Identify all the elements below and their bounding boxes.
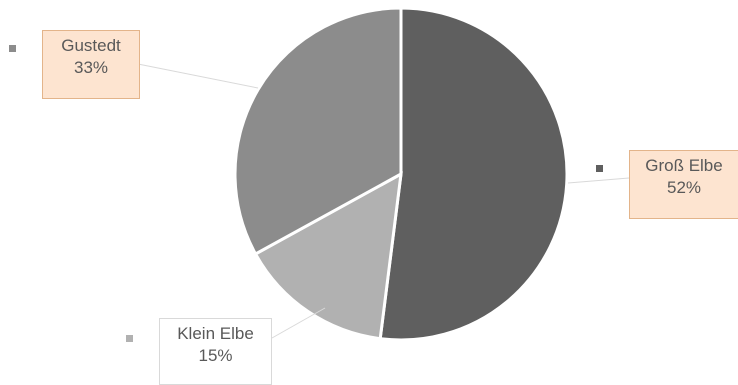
pie-slice-klein-elbe [253,171,403,341]
data-label-gross-elbe-value: 52% [666,178,702,197]
bullet-klein-elbe [126,335,133,342]
data-label-gustedt-value: 33% [73,58,109,77]
data-label-gustedt-name: Gustedt [61,36,121,55]
data-label-gustedt: Gustedt 33% [42,30,140,99]
data-label-gross-elbe-name: Groß Elbe [645,156,723,175]
bullet-gustedt [9,45,16,52]
pie-slice-gustedt [233,6,403,257]
data-label-klein-elbe-name: Klein Elbe [177,324,254,343]
pie-slice-gross-elbe [378,6,569,342]
data-label-gross-elbe: Groß Elbe 52% [629,150,738,219]
leader-lines [137,63,630,339]
data-label-klein-elbe-value: 15% [198,346,233,365]
leader-line-gustedt [137,63,259,89]
leader-line-gross-elbe [567,177,630,184]
pie-slices [233,6,569,342]
leader-line-klein-elbe [271,307,326,339]
data-label-klein-elbe: Klein Elbe 15% [159,318,272,385]
bullet-gross-elbe [596,165,603,172]
